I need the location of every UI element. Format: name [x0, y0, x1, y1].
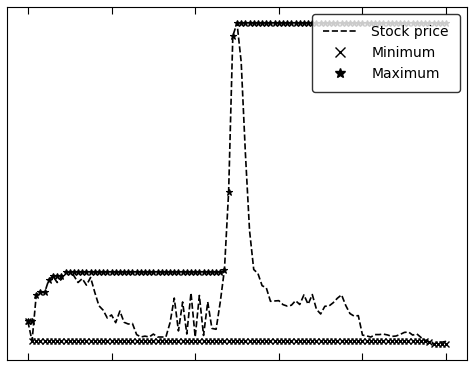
Legend: Stock price, Minimum, Maximum: Stock price, Minimum, Maximum — [312, 14, 460, 92]
